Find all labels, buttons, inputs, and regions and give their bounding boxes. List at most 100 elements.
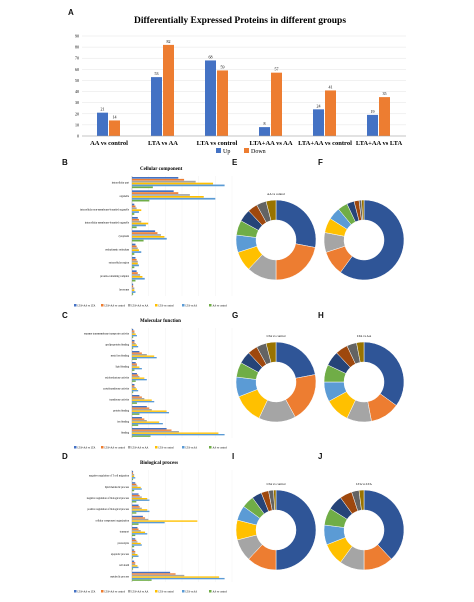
bar — [132, 504, 139, 506]
bar — [132, 560, 135, 562]
bar — [132, 211, 139, 213]
bar — [132, 512, 137, 514]
bar-up — [367, 114, 378, 136]
y-tick-label: 70 — [75, 56, 79, 61]
bar — [132, 374, 139, 376]
chart-title: Biological process — [140, 461, 178, 466]
bar — [132, 477, 136, 479]
y-tick-label: 0 — [77, 134, 79, 139]
legend-label: LTA+AA vs LTA — [78, 590, 96, 593]
category-label: negative regulation of biological proces… — [87, 497, 129, 500]
legend-label: LTA+AA vs LTA — [78, 304, 96, 307]
bar — [132, 534, 136, 537]
bar — [132, 418, 145, 420]
category-label: negative regulation of T cell migration — [89, 475, 130, 478]
chart-b: Cellular component intracellular part orga… — [74, 167, 233, 307]
bar — [132, 209, 142, 212]
legend-label: LTA+AA vs control — [105, 304, 126, 307]
y-tick-label: 80 — [75, 45, 79, 50]
legend-swatch — [182, 446, 185, 449]
bar-down — [271, 72, 282, 136]
bar — [132, 475, 135, 477]
bar — [132, 544, 142, 546]
donut-slice — [265, 341, 277, 363]
donut-slice — [358, 489, 365, 511]
bar — [132, 279, 136, 282]
category-label: cell death — [119, 564, 130, 567]
bar-value-label: 82 — [167, 39, 171, 44]
category-label: lysosome — [119, 288, 130, 291]
bar — [132, 213, 135, 215]
bar — [132, 417, 142, 419]
legend-label: LTA vs control — [159, 446, 175, 449]
bar-down — [325, 90, 336, 136]
legend-label: LTA vs control — [159, 304, 175, 307]
bar — [132, 496, 142, 498]
legend-label: LTA+AA vs AA — [132, 304, 149, 307]
bar — [132, 574, 185, 577]
bar — [132, 563, 136, 566]
bar — [132, 234, 161, 236]
category-label: LTA+AA vs control — [298, 140, 352, 147]
bar — [132, 420, 147, 422]
bar — [132, 409, 152, 411]
bar-up — [205, 60, 216, 136]
bar — [132, 377, 145, 379]
donut-slice — [275, 243, 316, 281]
legend-swatch — [182, 590, 185, 593]
bar-value-label: 21 — [101, 107, 105, 112]
bar — [132, 357, 157, 359]
legend-label: Up — [223, 149, 230, 155]
bar — [132, 226, 137, 229]
category-label: LTA+AA vs AA — [249, 140, 292, 147]
bar — [132, 545, 135, 548]
category-label: proteolysis — [118, 542, 129, 545]
donut-slice — [265, 199, 277, 221]
legend-label: LTA vs AA — [186, 590, 198, 593]
legend-label: AA vs control — [213, 590, 228, 593]
bar — [132, 274, 141, 276]
bar — [132, 373, 137, 375]
bar — [132, 262, 138, 265]
bar — [132, 335, 137, 337]
bar — [132, 203, 135, 206]
bar — [132, 391, 134, 393]
category-label: ion binding — [117, 421, 130, 424]
bar — [132, 550, 136, 553]
bar — [132, 285, 134, 288]
bar — [132, 521, 165, 524]
bar — [132, 421, 160, 423]
bar — [132, 220, 142, 223]
bar — [132, 362, 136, 364]
bar — [132, 494, 140, 497]
bar — [132, 539, 137, 542]
bar — [132, 557, 134, 559]
legend-label: AA vs control — [213, 446, 228, 449]
bar — [132, 376, 140, 378]
donut-slice — [273, 489, 277, 511]
bar-down — [109, 120, 120, 136]
bar-value-label: 14 — [113, 114, 117, 119]
bar — [132, 332, 135, 334]
bar — [132, 341, 135, 343]
donut-slice — [275, 341, 316, 379]
bar — [132, 482, 136, 484]
y-tick-label: 60 — [75, 67, 79, 72]
bar — [132, 236, 165, 238]
bar — [132, 406, 147, 408]
bar — [132, 277, 145, 280]
bar-value-label: 53 — [155, 71, 159, 76]
bar — [132, 429, 172, 431]
chart-c: Molecular function enzyme transmembrane t… — [74, 319, 233, 449]
panel-letter-d: D — [62, 452, 68, 461]
legend-label: LTA vs AA — [186, 446, 198, 449]
category-label: cellular component organization — [95, 519, 129, 522]
bar — [132, 528, 139, 530]
bar — [132, 239, 144, 242]
bar — [132, 412, 170, 414]
bar — [132, 509, 148, 511]
bar — [132, 257, 136, 259]
y-tick-label: 90 — [75, 34, 79, 39]
bar — [132, 471, 134, 473]
bar — [132, 380, 136, 382]
